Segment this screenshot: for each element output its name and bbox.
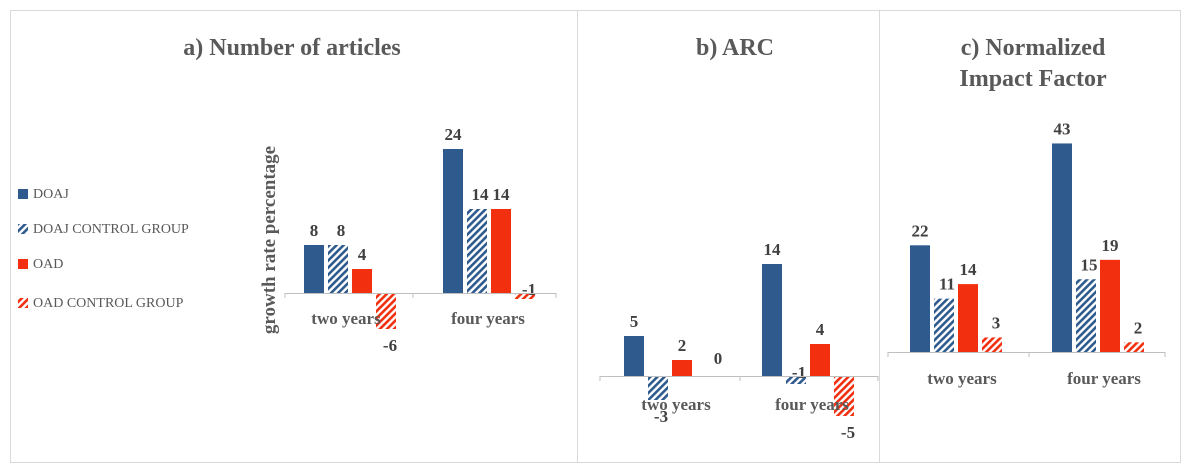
data-label: 8 <box>337 221 346 240</box>
data-label: -6 <box>383 336 397 355</box>
bar <box>958 284 978 352</box>
bar <box>810 344 830 376</box>
legend-item: OAD CONTROL GROUP <box>18 296 184 311</box>
data-label: 22 <box>912 221 929 240</box>
legend-label: DOAJ CONTROL GROUP <box>33 222 189 237</box>
bar <box>672 360 692 376</box>
legend-label: OAD <box>33 257 63 272</box>
data-label: 19 <box>1102 236 1119 255</box>
bar <box>624 336 644 376</box>
data-label: 15 <box>1081 255 1098 274</box>
chart-title-c-line2: Impact Factor <box>959 66 1107 92</box>
data-label: 11 <box>939 275 955 294</box>
legend: DOAJ DOAJ CONTROL GROUP OAD OAD CONTROL GRO… <box>18 187 189 311</box>
bar <box>982 337 1002 352</box>
bar <box>1124 342 1144 352</box>
bar <box>352 269 372 293</box>
legend-swatch <box>18 224 28 234</box>
bar <box>786 376 806 384</box>
data-label: 2 <box>1134 318 1143 337</box>
legend-swatch <box>18 298 28 308</box>
bar <box>1052 143 1072 352</box>
legend-swatch <box>18 259 28 269</box>
data-label: -1 <box>792 363 806 382</box>
data-label: -1 <box>522 280 536 299</box>
bar <box>1100 259 1120 352</box>
data-label: 8 <box>310 221 319 240</box>
panel-3: 22 43 11 15 14 19 3 2 two years four years <box>887 119 1166 388</box>
bar <box>834 376 854 416</box>
chart-title-a: a) Number of articles <box>183 35 401 61</box>
data-label: -5 <box>841 423 855 442</box>
data-label: 14 <box>764 240 782 259</box>
bar <box>648 376 668 400</box>
bar <box>515 293 535 299</box>
data-label: 3 <box>992 313 1001 332</box>
x-tick-label: four years <box>775 395 849 414</box>
bar <box>762 264 782 376</box>
bar <box>467 209 487 293</box>
panel-1: 8 24 8 14 4 14 -6 -1 two years four years <box>284 125 557 355</box>
bar <box>328 245 348 293</box>
y-axis-label: growth rate percentage <box>259 146 280 334</box>
data-label: 0 <box>714 349 723 368</box>
x-tick-label: two years <box>641 395 711 414</box>
bar <box>443 149 463 293</box>
legend-label: OAD CONTROL GROUP <box>33 296 184 311</box>
legend-item: DOAJ <box>18 187 69 202</box>
chart-title-b: b) ARC <box>696 35 774 61</box>
data-label: 4 <box>816 320 825 339</box>
data-label: 14 <box>960 260 978 279</box>
bar <box>376 293 396 329</box>
data-label: 24 <box>445 125 463 144</box>
data-label: 5 <box>630 312 639 331</box>
data-label: 14 <box>472 185 490 204</box>
legend-item: OAD <box>18 257 63 272</box>
bar <box>304 245 324 293</box>
chart-title-c-line1: c) Normalized <box>961 35 1106 61</box>
x-tick-label: four years <box>1067 369 1141 388</box>
bar <box>910 245 930 352</box>
legend-swatch <box>18 189 28 199</box>
x-tick-label: four years <box>451 309 525 328</box>
data-label: 43 <box>1054 119 1071 138</box>
panel-2: 5 14 -3 -1 2 4 0 -5 two years four years <box>599 240 879 442</box>
bar <box>934 298 954 352</box>
bar <box>1076 279 1096 352</box>
data-label: 14 <box>493 185 511 204</box>
data-label: -3 <box>654 407 668 426</box>
x-tick-label: two years <box>311 309 381 328</box>
bar <box>491 209 511 293</box>
legend-item: DOAJ CONTROL GROUP <box>18 222 189 237</box>
x-tick-label: two years <box>927 369 997 388</box>
data-label: 2 <box>678 336 687 355</box>
legend-label: DOAJ <box>33 187 69 202</box>
data-label: 4 <box>358 245 367 264</box>
